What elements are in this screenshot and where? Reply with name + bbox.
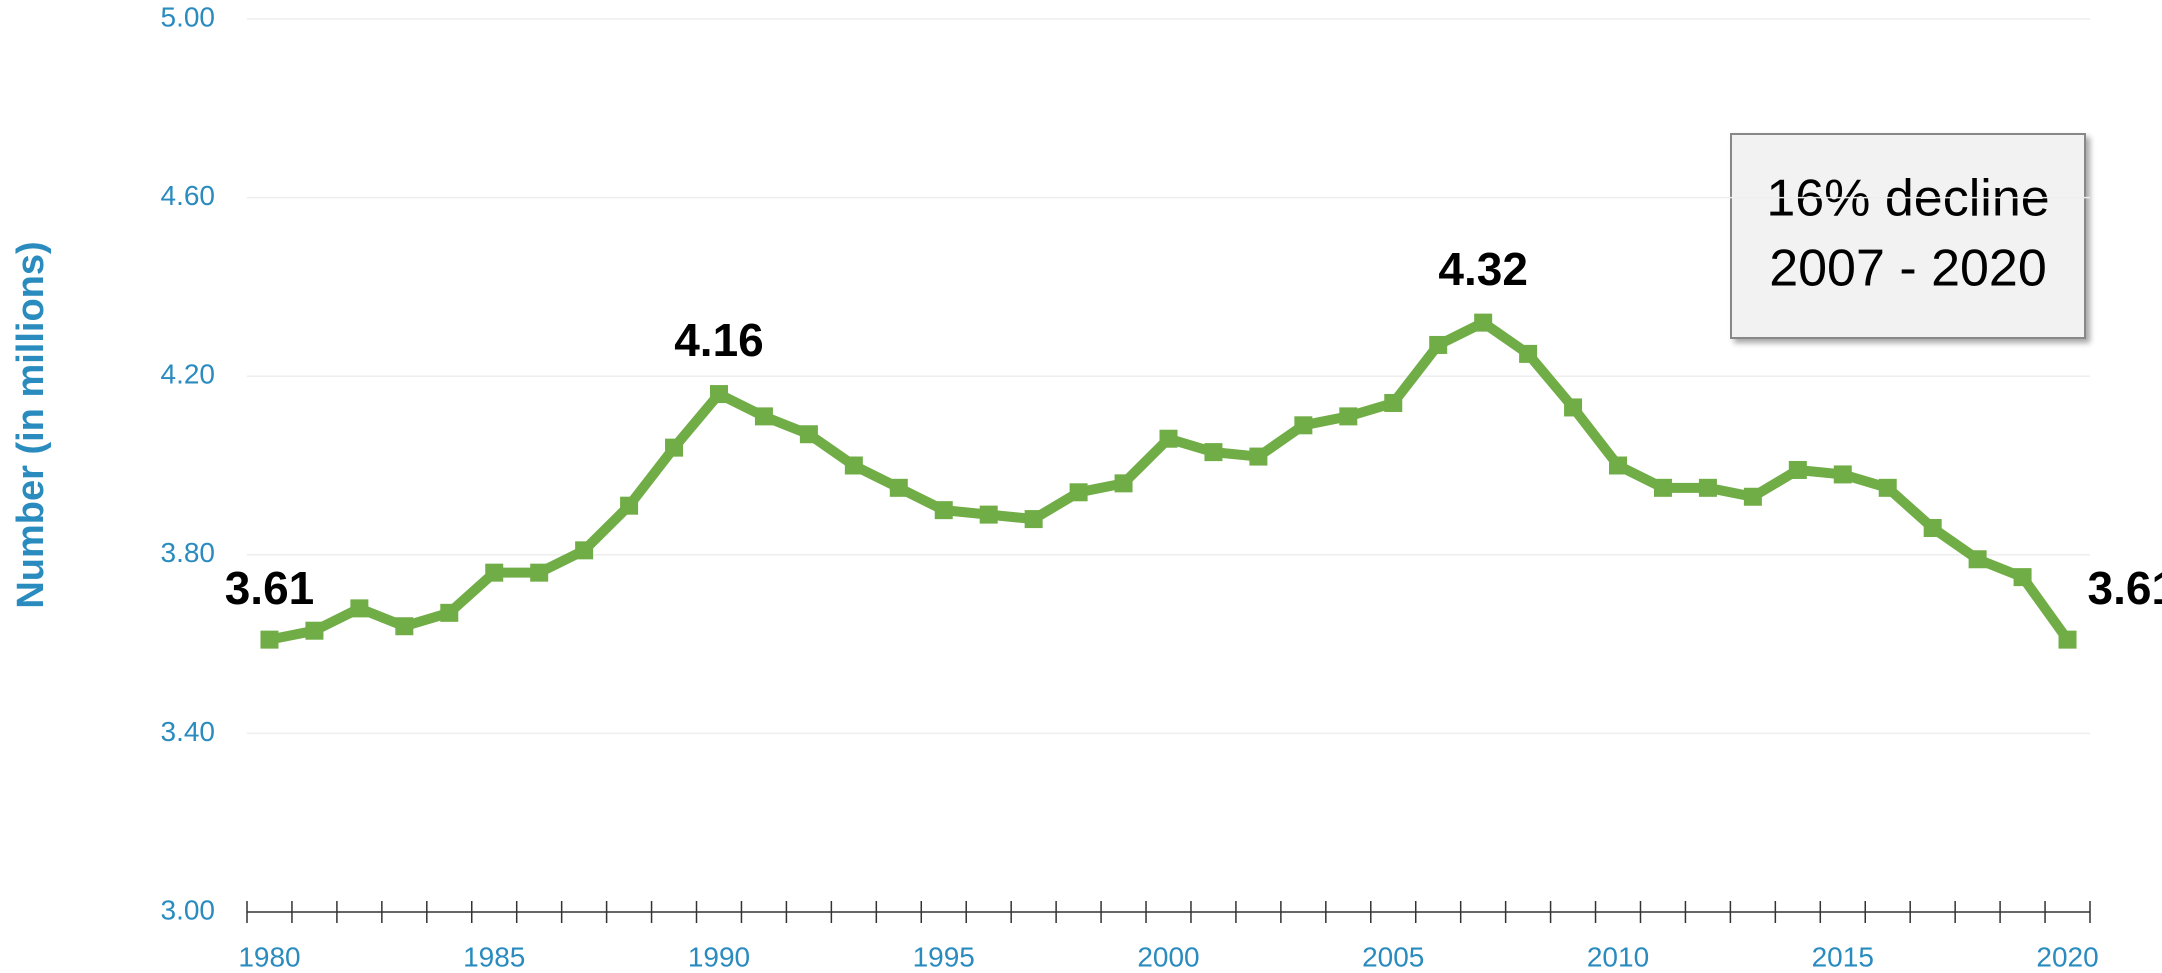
marker	[844, 456, 863, 475]
marker	[350, 599, 369, 618]
marker	[1069, 483, 1088, 502]
marker	[799, 425, 818, 444]
marker	[1204, 443, 1223, 462]
x-tick-label: 2020	[2036, 941, 2098, 972]
marker	[1519, 344, 1538, 363]
x-tick-label: 2000	[1137, 941, 1199, 972]
marker	[1429, 335, 1448, 354]
data-label: 3.61	[225, 562, 315, 614]
marker	[395, 617, 414, 636]
marker	[1024, 510, 1043, 529]
annotation-text: 2007 - 2020	[1769, 240, 2047, 298]
x-tick-label: 2005	[1362, 941, 1424, 972]
y-tick-label: 4.20	[161, 359, 216, 390]
x-tick-label: 1980	[238, 941, 300, 972]
marker	[1698, 478, 1717, 497]
x-tick-label: 2015	[1812, 941, 1874, 972]
y-tick-label: 3.40	[161, 716, 216, 747]
marker	[1159, 429, 1178, 448]
y-axis-title: Number (in millions)	[10, 241, 52, 608]
data-label: 4.16	[674, 314, 764, 366]
line	[268, 317, 2072, 645]
marker	[1653, 478, 1672, 497]
y-tick-label: 5.00	[161, 1, 216, 32]
marker	[1294, 416, 1313, 435]
marker	[1833, 465, 1852, 484]
marker	[1743, 487, 1762, 506]
marker	[305, 621, 324, 640]
marker	[1564, 398, 1583, 417]
marker	[979, 505, 998, 524]
annotation-box	[1730, 133, 2086, 339]
x-tick-label: 1990	[688, 941, 750, 972]
marker	[2013, 568, 2032, 587]
marker	[485, 563, 504, 582]
y-tick-label: 4.60	[161, 180, 216, 211]
marker	[665, 438, 684, 457]
marker	[1878, 478, 1897, 497]
marker	[754, 407, 773, 426]
marker	[1249, 447, 1268, 466]
x-tick-label: 1985	[463, 941, 525, 972]
marker	[1114, 474, 1133, 493]
marker	[709, 385, 728, 404]
marker	[575, 541, 594, 560]
marker	[260, 630, 279, 649]
marker	[620, 496, 639, 515]
marker	[530, 563, 549, 582]
y-tick-label: 3.80	[161, 537, 216, 568]
marker	[1474, 313, 1493, 332]
marker	[934, 501, 953, 520]
marker	[1339, 407, 1358, 426]
marker	[1609, 456, 1628, 475]
marker	[1788, 460, 1807, 479]
marker	[1968, 550, 1987, 569]
y-tick-label: 3.00	[161, 894, 216, 925]
annotation-text: 16% decline	[1766, 170, 2049, 228]
marker	[1923, 519, 1942, 538]
x-tick-label: 2010	[1587, 941, 1649, 972]
data-label: 3.61	[2088, 562, 2162, 614]
x-tick-label: 1995	[913, 941, 975, 972]
marker	[1384, 393, 1403, 412]
marker	[889, 478, 908, 497]
marker	[2058, 630, 2077, 649]
data-label: 4.32	[1438, 243, 1528, 295]
marker	[440, 603, 459, 622]
